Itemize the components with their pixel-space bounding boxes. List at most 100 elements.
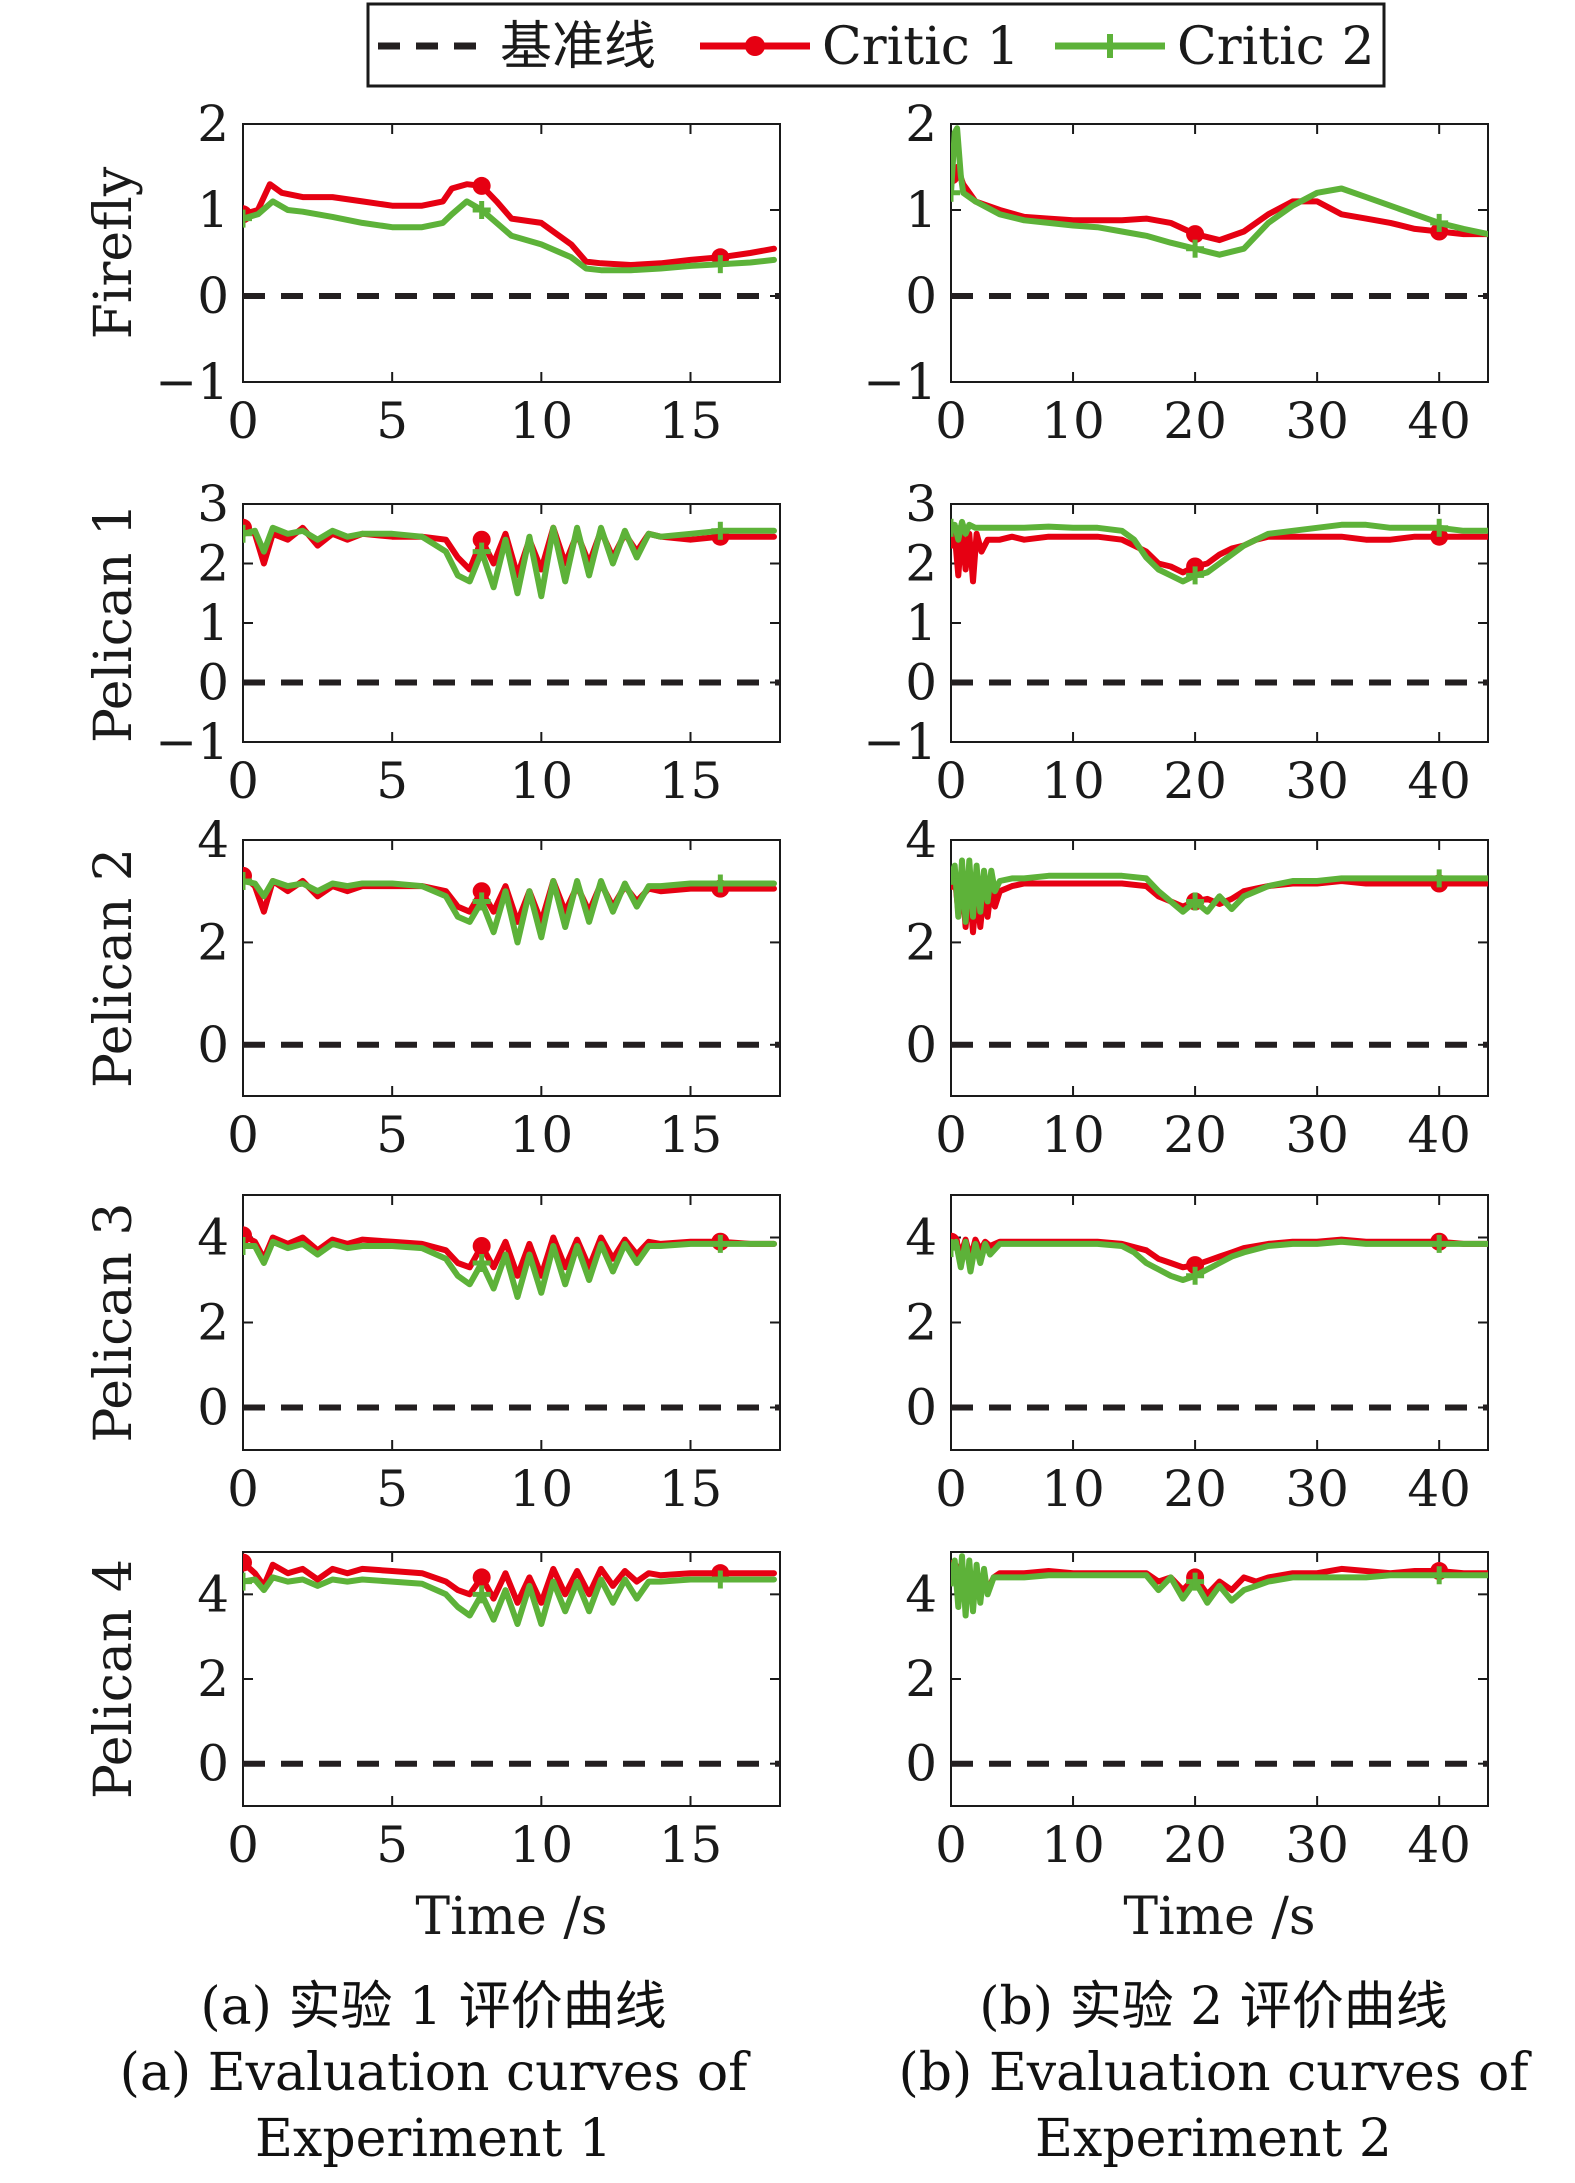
- y-tick-label: −1: [863, 353, 937, 411]
- axes-frame: [950, 123, 1489, 383]
- x-tick-label: 10: [1041, 1816, 1105, 1874]
- y-axis-label: Pelican 3: [84, 1203, 144, 1443]
- x-tick-label: 40: [1407, 752, 1471, 810]
- series-group: [951, 857, 1488, 1048]
- series-group: [243, 1553, 780, 1767]
- series-critic-1: [243, 1559, 777, 1606]
- x-tick-label: 10: [510, 1816, 574, 1874]
- y-tick-label: 2: [197, 913, 229, 971]
- y-tick-label: 0: [905, 1016, 937, 1074]
- axes-frame: [242, 123, 781, 383]
- x-tick-label: 40: [1407, 1816, 1471, 1874]
- marker-circle: [472, 1568, 491, 1587]
- x-tick-label: 20: [1163, 752, 1227, 810]
- y-tick-label: 0: [197, 267, 229, 325]
- x-tick-label: 0: [935, 1816, 967, 1874]
- legend-entry-2: Critic 1: [700, 17, 1020, 77]
- y-tick-label: −1: [155, 713, 229, 771]
- marker-circle: [472, 1237, 491, 1255]
- caption-b-cn: (b) 实验 2 评价曲线: [979, 1977, 1448, 2037]
- y-tick-label: 4: [905, 811, 937, 869]
- y-tick-label: 1: [197, 181, 229, 239]
- marker-circle: [472, 530, 491, 549]
- y-axis-label: Pelican 2: [84, 848, 144, 1088]
- axes-frame: [242, 1194, 781, 1451]
- series-critic-1: [951, 872, 1488, 936]
- x-tick-label: 0: [227, 1106, 259, 1164]
- y-tick-label: 0: [905, 654, 937, 712]
- series-critic-1: [243, 1232, 777, 1279]
- y-tick-label: 1: [905, 181, 937, 239]
- y-tick-label: −1: [155, 353, 229, 411]
- panel-4-1: 0 5 10 15 0 2 4 Pelican 3: [84, 1194, 781, 1518]
- x-tick-label: 30: [1285, 1460, 1349, 1518]
- y-tick-label: 3: [905, 475, 937, 533]
- x-tick-label: 10: [510, 392, 574, 450]
- series-group: [951, 1553, 1488, 1767]
- panel-3-1: 0 5 10 15 0 2 4 Pelican 2: [84, 811, 781, 1164]
- legend-entry-1: 基准线: [378, 17, 656, 77]
- x-tick-label: 15: [659, 1106, 723, 1164]
- caption-a-cn: (a) 实验 1 评价曲线: [200, 1977, 667, 2037]
- marker-circle: [472, 176, 491, 195]
- x-tick-label: 5: [376, 1816, 408, 1874]
- y-tick-label: 2: [905, 913, 937, 971]
- x-tick-label: 0: [227, 1816, 259, 1874]
- x-tick-label: 5: [376, 1460, 408, 1518]
- x-tick-label: 0: [227, 392, 259, 450]
- x-tick-label: 15: [659, 392, 723, 450]
- y-tick-label: 4: [197, 1565, 229, 1623]
- x-tick-label: 10: [1041, 752, 1105, 810]
- caption-b-en: (b) Evaluation curves of Experiment 2: [898, 2043, 1529, 2169]
- y-tick-label: 2: [905, 95, 937, 153]
- y-tick-label: 0: [197, 654, 229, 712]
- y-axis-label: Pelican 4: [84, 1559, 144, 1799]
- x-tick-label: 15: [659, 1460, 723, 1518]
- x-tick-label: 20: [1163, 1106, 1227, 1164]
- series-critic-2: [951, 1238, 1488, 1283]
- y-tick-label: 4: [905, 1209, 937, 1267]
- x-tick-label: 30: [1285, 1816, 1349, 1874]
- series-critic-1: [243, 181, 777, 268]
- series-group: [951, 518, 1488, 686]
- y-axis-label: Firefly: [84, 166, 144, 339]
- y-axis-label: Pelican 1: [84, 503, 144, 743]
- y-tick-label: 0: [197, 1735, 229, 1793]
- x-tick-label: 40: [1407, 392, 1471, 450]
- series-critic-2: [951, 857, 1488, 925]
- y-tick-label: 4: [197, 811, 229, 869]
- x-tick-label: 0: [935, 752, 967, 810]
- x-tick-label: 30: [1285, 1106, 1349, 1164]
- axes-frame: [950, 839, 1489, 1097]
- x-tick-label: 0: [935, 392, 967, 450]
- series-critic-2: [243, 1574, 777, 1627]
- x-tick-label: 40: [1407, 1460, 1471, 1518]
- marker-circle: [1186, 1256, 1205, 1275]
- x-tick-label: 20: [1163, 1460, 1227, 1518]
- y-tick-label: 2: [197, 535, 229, 593]
- x-tick-label: 10: [510, 1106, 574, 1164]
- x-axis-label: Time /s: [1123, 1887, 1315, 1947]
- x-tick-label: 30: [1285, 752, 1349, 810]
- series-critic-1: [951, 524, 1488, 585]
- marker-circle: [1186, 225, 1205, 244]
- x-tick-label: 0: [227, 1460, 259, 1518]
- y-tick-label: 0: [197, 1379, 229, 1437]
- axes-frame: [950, 1194, 1489, 1451]
- series-critic-2: [243, 1238, 777, 1300]
- series-group: [951, 125, 1488, 299]
- y-tick-label: 2: [197, 95, 229, 153]
- series-group: [243, 176, 780, 299]
- panel-4-2: 0 10 20 30 40 0 2 4: [905, 1194, 1489, 1518]
- x-tick-label: 40: [1407, 1106, 1471, 1164]
- x-tick-label: 5: [376, 752, 408, 810]
- y-tick-label: 4: [905, 1565, 937, 1623]
- panel-5-1: 0 5 10 15 0 2 4 Pelican 4 Time /s: [84, 1551, 781, 1947]
- x-tick-label: 10: [1041, 1106, 1105, 1164]
- y-tick-label: 4: [197, 1209, 229, 1267]
